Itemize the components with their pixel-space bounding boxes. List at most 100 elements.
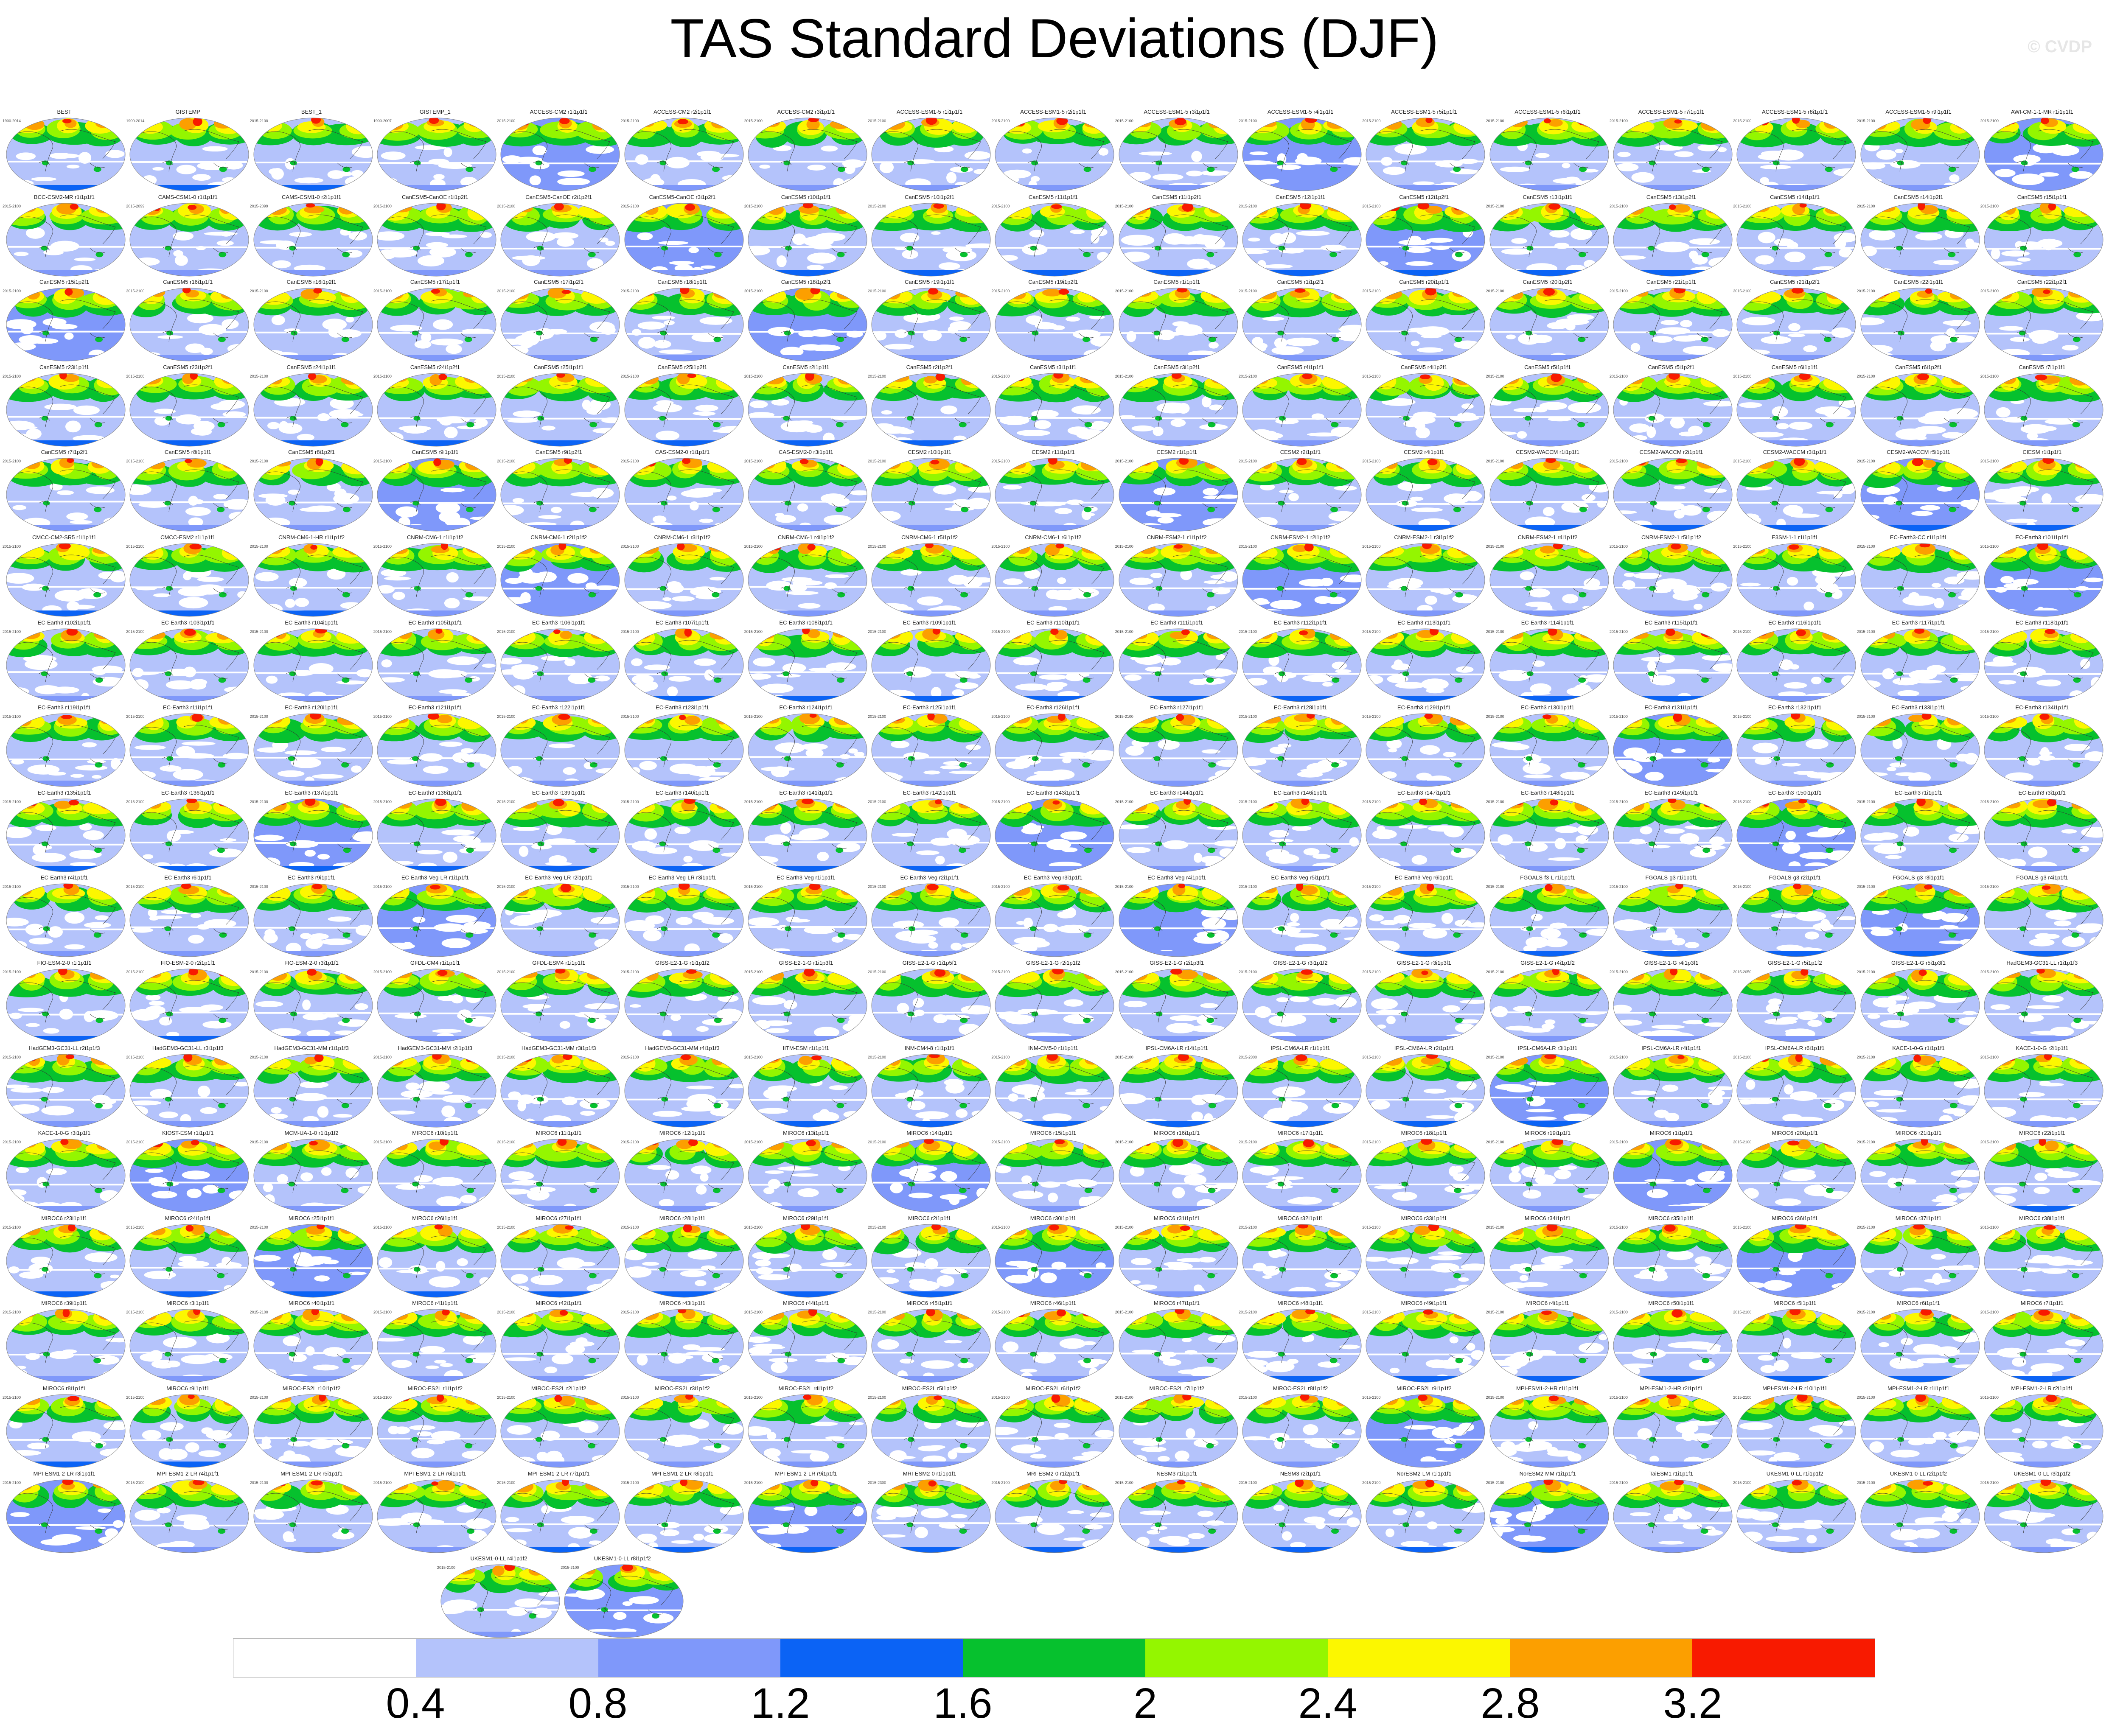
world-map bbox=[1366, 118, 1485, 191]
map-panel: MIROC-ES2L r4i1p1f2 2015-2100 bbox=[744, 1385, 868, 1470]
panel-years: 2015-2100 bbox=[1733, 289, 1752, 294]
map-panel: FIO-ESM-2-0 r2i1p1f1 2015-2100 bbox=[126, 960, 250, 1044]
world-map bbox=[1242, 543, 1362, 617]
world-map bbox=[253, 1224, 373, 1298]
map-panel: ACCESS-CM2 r3i1p1f1 2015-2100 bbox=[744, 109, 868, 193]
map-panel: GISS-E2-1-G r3i1p3f1 2015-2100 bbox=[1362, 960, 1486, 1044]
panel-years: 2015-2100 bbox=[497, 1055, 516, 1059]
world-map bbox=[1613, 1309, 1733, 1383]
map-panel: MIROC6 r33i1p1f1 2015-2100 bbox=[1362, 1215, 1486, 1300]
panel-years: 2015-2100 bbox=[126, 714, 145, 719]
panel-years: 2015-2100 bbox=[3, 885, 21, 889]
world-map bbox=[1242, 458, 1362, 532]
panel-years: 2015-2100 bbox=[868, 1055, 886, 1059]
panel-label: MIROC6 r14i1p1f1 bbox=[906, 1130, 953, 1137]
map-panel: CanESM5 r5i1p2f1 2015-2100 bbox=[1610, 364, 1733, 449]
panel-label: CNRM-ESM2-1 r2i1p1f2 bbox=[1270, 534, 1330, 540]
colorbar-labels: 0.4 0.8 1.2 1.6 2 2.4 2.8 3.2 bbox=[233, 1680, 1875, 1727]
map-panel: CanESM5 r18i1p2f1 2015-2100 bbox=[744, 279, 868, 364]
map-panel: ACCESS-ESM1-5 r7i1p1f1 2015-2100 bbox=[1610, 109, 1733, 193]
panel-label: EC-Earth3 r139i1p1f1 bbox=[532, 789, 586, 796]
map-panel: MIROC-ES2L r9i1p1f2 2015-2100 bbox=[1362, 1385, 1486, 1470]
world-map bbox=[995, 543, 1114, 617]
world-map bbox=[624, 543, 743, 617]
map-panel: MIROC6 r27i1p1f1 2015-2100 bbox=[497, 1215, 620, 1300]
panel-label: EC-Earth3 r148i1p1f1 bbox=[1521, 789, 1574, 796]
panel-label: CanESM5 r22i1p2f1 bbox=[2017, 279, 2067, 286]
map-panel: EC-Earth3 r130i1p1f1 2015-2100 bbox=[1486, 704, 1610, 789]
panel-label: MIROC6 r34i1p1f1 bbox=[1524, 1215, 1571, 1221]
panel-label: GISTEMP_1 bbox=[419, 109, 451, 115]
panel-years: 2015-2100 bbox=[1857, 204, 1875, 208]
panel-years: 2015-2100 bbox=[1609, 885, 1628, 889]
map-panel: FGOALS-g3 r2i1p1f1 2015-2100 bbox=[1733, 874, 1857, 959]
panel-years: 2015-2100 bbox=[250, 799, 268, 804]
map-panel: CanESM5 r1i1p1f1 2015-2100 bbox=[1115, 279, 1239, 364]
panel-label: CanESM5 r11i1p2f1 bbox=[1152, 193, 1202, 200]
world-map bbox=[377, 1139, 496, 1212]
map-panel: MIROC6 r13i1p1f1 2015-2100 bbox=[744, 1130, 868, 1215]
panel-label: ACCESS-ESM1-5 r3i1p1f1 bbox=[1144, 109, 1210, 115]
panel-years: 2015-2100 bbox=[1857, 1480, 1875, 1485]
map-panel: MIROC6 r37i1p1f1 2015-2100 bbox=[1857, 1215, 1980, 1300]
panel-years: 2015-2100 bbox=[1239, 374, 1257, 378]
map-panel: CIESM r1i1p1f1 2015-2100 bbox=[1980, 449, 2104, 534]
world-map bbox=[1613, 628, 1733, 702]
panel-years: 2015-2100 bbox=[373, 970, 392, 974]
world-map bbox=[1860, 288, 1980, 361]
panel-years: 2015-2100 bbox=[373, 544, 392, 549]
panel-label: MIROC6 r49i1p1f1 bbox=[1401, 1300, 1447, 1307]
map-panel: EC-Earth3 r109i1p1f1 2015-2100 bbox=[868, 619, 991, 704]
panel-label: FGOALS-g3 r1i1p1f1 bbox=[1645, 874, 1697, 881]
panel-years: 2015-2100 bbox=[991, 374, 1010, 378]
panel-label: CanESM5 r19i1p2f1 bbox=[1028, 279, 1078, 286]
panel-label: KIOST-ESM r1i1p1f1 bbox=[162, 1130, 214, 1137]
map-panel: ACCESS-ESM1-5 r3i1p1f1 2015-2100 bbox=[1115, 109, 1239, 193]
panel-label: EC-Earth3-Veg r4i1p1f1 bbox=[1147, 874, 1206, 881]
map-panel: CanESM5 r21i1p2f1 2015-2100 bbox=[1733, 279, 1857, 364]
map-panel: IPSL-CM6A-LR r4i1p1f1 2015-2100 bbox=[1610, 1045, 1733, 1130]
world-map bbox=[748, 1054, 867, 1128]
panel-years: 2015-2100 bbox=[1362, 289, 1381, 294]
map-panel: CanESM5 r7i1p1f1 2015-2100 bbox=[1980, 364, 2104, 449]
panel-years: 2015-2100 bbox=[1609, 799, 1628, 804]
panel-label: CanESM5 r9i1p1f1 bbox=[412, 449, 459, 456]
panel-label: CanESM5 r20i1p2f1 bbox=[1523, 279, 1573, 286]
world-map bbox=[1242, 118, 1362, 191]
panel-label: MIROC6 r36i1p1f1 bbox=[1772, 1215, 1818, 1221]
panel-label: EC-Earth3 r110i1p1f1 bbox=[1026, 619, 1080, 626]
panel-label: MIROC6 r17i1p1f1 bbox=[1277, 1130, 1324, 1137]
world-map bbox=[1366, 458, 1485, 532]
panel-label: CESM2-WACCM r5i1p1f1 bbox=[1887, 449, 1950, 456]
world-map bbox=[6, 118, 126, 191]
panel-label: BCC-CSM2-MR r1i1p1f1 bbox=[34, 193, 95, 200]
panel-years: 2015-2100 bbox=[126, 289, 145, 294]
world-map bbox=[1366, 203, 1485, 277]
map-panel: MIROC-ES2L r8i1p1f2 2015-2100 bbox=[1239, 1385, 1362, 1470]
panel-label: EC-Earth3 r141i1p1f1 bbox=[779, 789, 833, 796]
world-map bbox=[129, 288, 249, 361]
panel-years: 2015-2100 bbox=[991, 1395, 1010, 1400]
world-map bbox=[1984, 1479, 2103, 1553]
panel-label: EC-Earth3 r4i1p1f1 bbox=[40, 874, 88, 881]
panel-years: 2015-2100 bbox=[744, 970, 763, 974]
panel-years: 2015-2100 bbox=[991, 1480, 1010, 1485]
colorbar-label: 2 bbox=[1133, 1680, 1157, 1727]
panel-years: 2015-2100 bbox=[1980, 885, 1999, 889]
panel-years: 2015-2100 bbox=[250, 714, 268, 719]
world-map bbox=[1366, 883, 1485, 957]
panel-years: 2015-2100 bbox=[1486, 544, 1504, 549]
panel-years: 2015-2100 bbox=[1362, 1480, 1381, 1485]
panel-years: 2015-2100 bbox=[991, 629, 1010, 634]
world-map bbox=[871, 713, 991, 787]
panel-label: CIESM r1i1p1f1 bbox=[2022, 449, 2062, 456]
map-panel: KIOST-ESM r1i1p1f1 2015-2100 bbox=[126, 1130, 250, 1215]
map-panel: MIROC6 r50i1p1f1 2015-2100 bbox=[1610, 1300, 1733, 1385]
world-map bbox=[1984, 203, 2103, 277]
map-panel: IITM-ESM r1i1p1f1 2015-2100 bbox=[744, 1045, 868, 1130]
panel-years: 2015-2100 bbox=[868, 1140, 886, 1145]
panel-years: 2015-2100 bbox=[1857, 1140, 1875, 1145]
panel-label: CNRM-CM6-1 r6i1p1f2 bbox=[1025, 534, 1082, 540]
map-panel: CNRM-ESM2-1 r4i1p1f2 2015-2100 bbox=[1486, 534, 1610, 619]
map-panel: CanESM5 r12i1p2f1 2015-2100 bbox=[1362, 194, 1486, 279]
